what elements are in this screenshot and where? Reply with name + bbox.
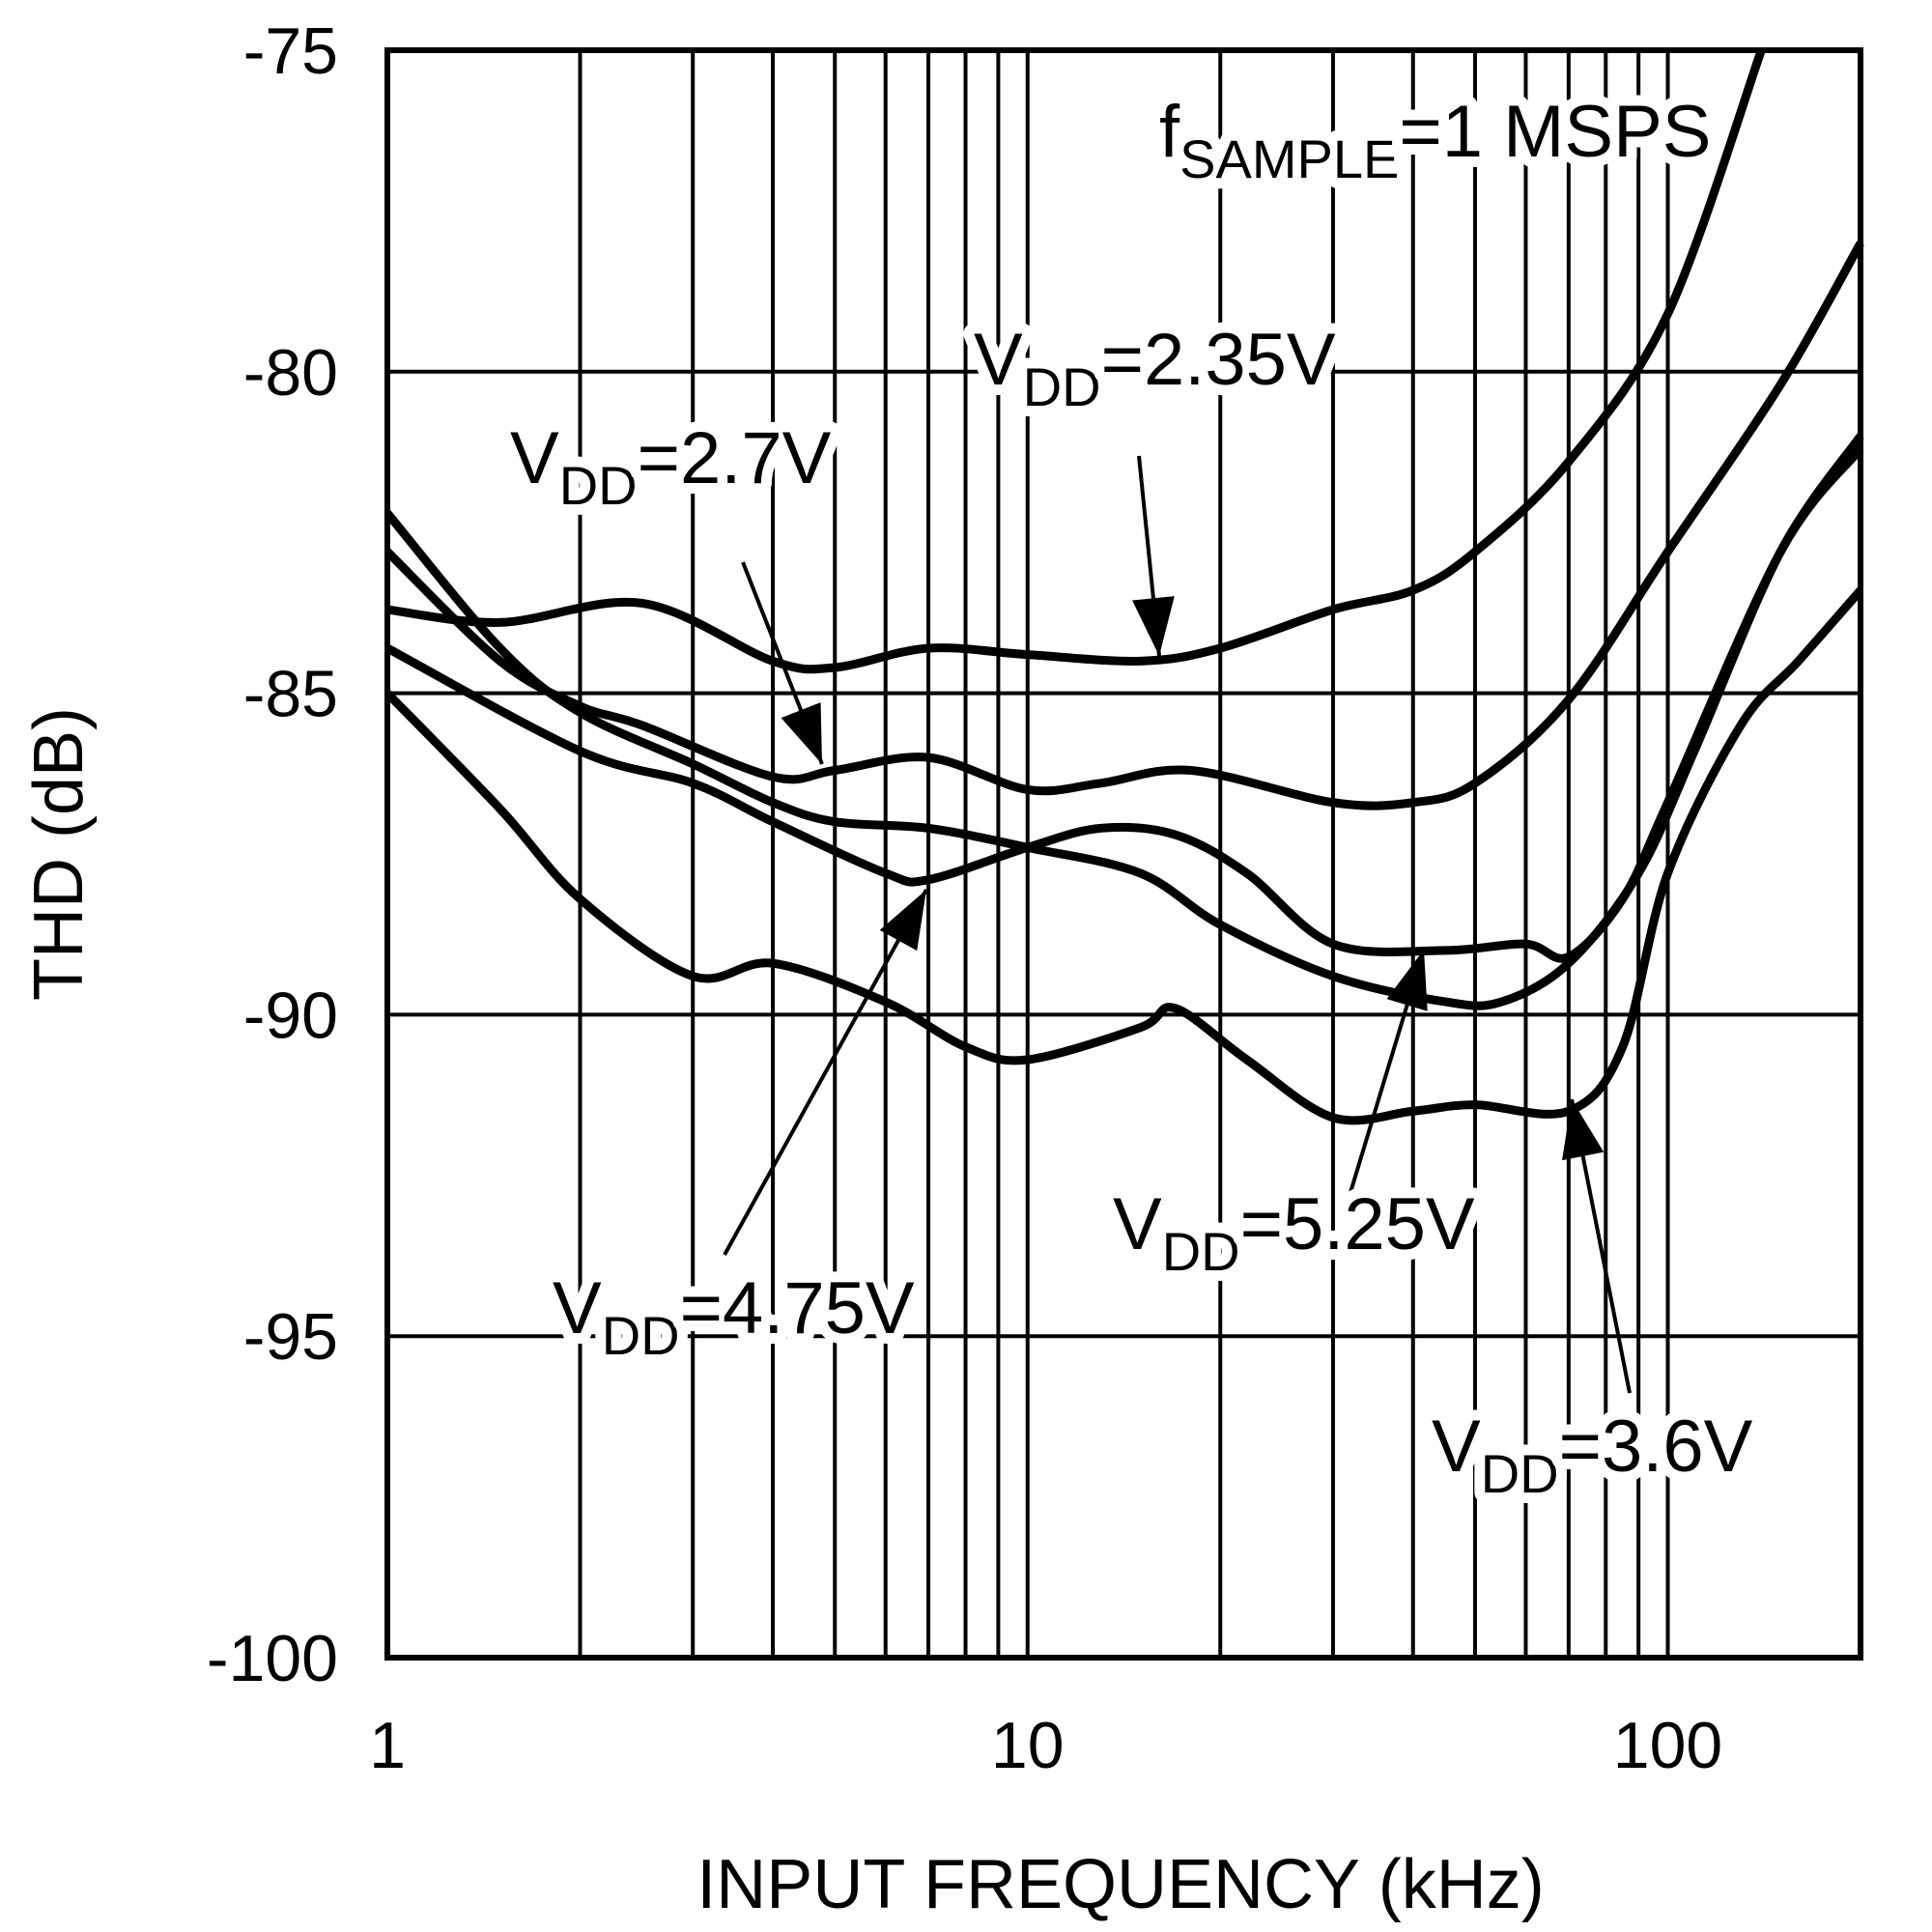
- y-tick-label: -75: [243, 14, 338, 88]
- y-tick-label: -95: [243, 1300, 338, 1374]
- label-main: V: [1113, 1183, 1162, 1265]
- label-main: V: [974, 319, 1023, 401]
- arrows: [723, 455, 1632, 1394]
- label-value: =5.25V: [1240, 1183, 1475, 1265]
- label-value: =4.75V: [680, 1267, 915, 1350]
- annotations: fSAMPLE=1 MSPSVDD=2.35VVDD=2.7VVDD=4.75V…: [499, 80, 1764, 1515]
- vdd-label-475: VDD=4.75V: [553, 1267, 915, 1366]
- x-axis-title: INPUT FREQUENCY (kHz): [696, 1846, 1544, 1923]
- arrowhead-icon: [879, 890, 926, 952]
- series-line-vdd-2-7v: [384, 241, 1864, 810]
- y-tick-label: -80: [243, 336, 338, 410]
- arrowhead-icon: [781, 702, 822, 764]
- y-tick-label: -90: [243, 979, 338, 1052]
- arrowhead-icon: [1132, 596, 1175, 656]
- grid: [387, 50, 1861, 1658]
- plot-frame: [384, 47, 1863, 1661]
- label-value: =3.6V: [1559, 1406, 1753, 1488]
- y-tick-label: -85: [243, 658, 338, 731]
- label-subscript: DD: [602, 1305, 680, 1366]
- label-subscript: DD: [559, 455, 638, 516]
- label-main: V: [553, 1267, 602, 1350]
- label-main: V: [1432, 1406, 1481, 1488]
- label-subscript: SAMPLE: [1179, 128, 1399, 189]
- label-subscript: DD: [1023, 356, 1101, 417]
- annotation-arrow: [723, 889, 928, 1256]
- series-line-vdd-2-35v: [386, 48, 1766, 674]
- sample-rate-label: fSAMPLE=1 MSPS: [1159, 91, 1711, 189]
- series-line-vdd-3-6v: [384, 587, 1864, 1125]
- label-main: f: [1159, 91, 1180, 173]
- label-value: =1 MSPS: [1399, 91, 1711, 173]
- arrowhead-icon: [1562, 1099, 1605, 1161]
- label-subscript: DD: [1162, 1221, 1240, 1282]
- label-subscript: DD: [1481, 1443, 1559, 1504]
- vdd-label-36: VDD=3.6V: [1432, 1406, 1753, 1504]
- vdd-label-525: VDD=5.25V: [1113, 1183, 1475, 1282]
- arrowhead-icon: [1386, 950, 1428, 1011]
- curves: [384, 48, 1864, 1125]
- y-tick-label: -100: [207, 1622, 338, 1695]
- vdd-label-27: VDD=2.7V: [510, 417, 832, 516]
- x-tick-label: 10: [991, 1709, 1065, 1782]
- x-tick-label: 100: [1613, 1709, 1722, 1782]
- series-line-vdd-4-75v: [384, 445, 1864, 963]
- y-axis-title: THD (dB): [20, 707, 98, 1001]
- label-value: =2.35V: [1101, 319, 1336, 401]
- x-tick-label: 1: [369, 1709, 406, 1782]
- tick-labels: -75 -80 -85 -90 -95 -100 1 10 100: [207, 14, 1722, 1782]
- label-main: V: [510, 417, 559, 499]
- label-value: =2.7V: [638, 417, 832, 499]
- vdd-label-235: VDD=2.35V: [974, 319, 1336, 417]
